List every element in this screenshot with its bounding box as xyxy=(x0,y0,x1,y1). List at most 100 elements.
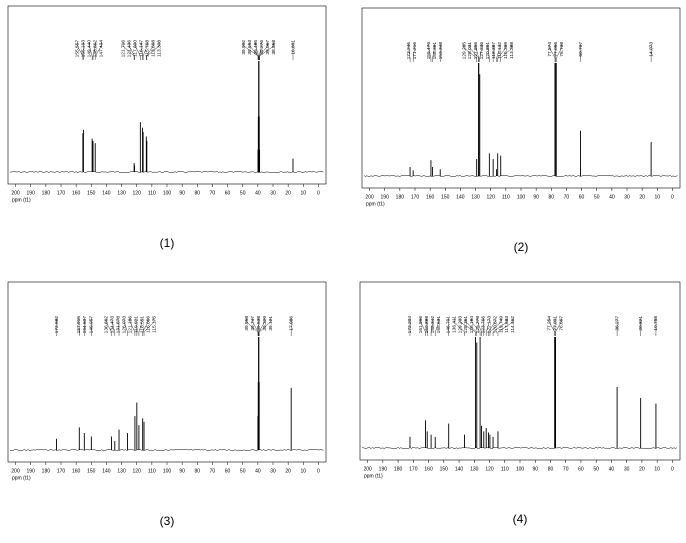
x-tick-label: 60 xyxy=(578,466,584,472)
peak-label: 116.132 xyxy=(497,42,503,59)
peak-connector xyxy=(471,318,481,336)
x-tick-label: 200 xyxy=(11,190,20,196)
peak-connector xyxy=(496,44,501,62)
peak-connector xyxy=(135,318,138,336)
x-tick-label: 170 xyxy=(57,468,66,474)
x-tick-label: 90 xyxy=(533,194,539,200)
x-tick-label: 180 xyxy=(42,468,51,474)
peak-connector xyxy=(497,318,514,336)
x-tick-label: 170 xyxy=(411,194,420,200)
peak-label: 114.462 xyxy=(510,316,516,333)
peak-label: 117.600 xyxy=(132,40,138,57)
x-tick-label: 10 xyxy=(654,466,660,472)
peak-connector xyxy=(140,42,143,60)
x-tick-label: 200 xyxy=(363,466,372,472)
baseline xyxy=(9,448,324,452)
peak-label: 76.667 xyxy=(558,316,564,331)
peak-connector xyxy=(479,44,483,62)
x-tick-label: 40 xyxy=(609,466,615,472)
peak-connector xyxy=(459,318,476,336)
peak-connector xyxy=(142,42,148,60)
peak-connector xyxy=(500,44,513,62)
peak-label: 14.073 xyxy=(648,42,654,57)
peak-connector xyxy=(117,318,120,336)
peak-label: 171.216 xyxy=(412,42,418,60)
caption: (2) xyxy=(514,240,529,254)
peak-label: 127.236 xyxy=(479,42,485,60)
peak-label: 39.747 xyxy=(250,316,256,331)
x-tick-label: 150 xyxy=(87,468,96,474)
peak-label: 113.388 xyxy=(509,42,515,59)
peak-connector xyxy=(549,44,556,62)
peak-label: 39.067 xyxy=(265,40,271,55)
x-tick-label: 0 xyxy=(317,190,320,196)
peak-label: 119.749 xyxy=(498,316,504,333)
x-tick-label: 100 xyxy=(163,190,172,196)
peak-connector xyxy=(435,318,439,336)
peak-label: 148.862 xyxy=(93,40,99,58)
x-tick-label: 100 xyxy=(517,194,526,200)
peak-label: 136.662 xyxy=(103,316,109,334)
peak-label: 155.193 xyxy=(81,40,87,58)
peak-connector xyxy=(432,44,435,62)
peak-label: 161.996 xyxy=(418,316,424,334)
peak-label: 39.121 xyxy=(268,316,274,331)
peak-label: 39.329 xyxy=(262,316,268,331)
peak-label: 127.856 xyxy=(473,42,479,60)
baseline xyxy=(9,170,324,174)
baseline xyxy=(363,174,678,178)
peak-label: 77.574 xyxy=(547,42,553,57)
peak-connector xyxy=(95,42,102,60)
peak-label: 116.066 xyxy=(145,316,151,333)
x-tick-label: 70 xyxy=(564,194,570,200)
x-tick-label: 160 xyxy=(72,468,81,474)
x-tick-label: 200 xyxy=(365,194,374,200)
peak-connector xyxy=(420,318,426,336)
peak-connector xyxy=(243,42,259,60)
x-tick-label: 200 xyxy=(11,468,20,474)
plot-frame xyxy=(361,7,681,189)
peak-connector xyxy=(129,318,136,336)
peak-connector xyxy=(477,318,482,336)
x-tick-label: 40 xyxy=(609,194,615,200)
x-tick-label: 60 xyxy=(225,190,231,196)
peak-label: 39.902 xyxy=(241,40,247,55)
peak-label: 172.204 xyxy=(407,316,413,334)
x-tick-label: 60 xyxy=(579,194,585,200)
x-axis-label: ppm (t1) xyxy=(364,473,383,479)
peak-label: 126.184 xyxy=(469,316,475,334)
peak-connector xyxy=(548,318,555,336)
x-tick-label: 180 xyxy=(396,194,405,200)
x-tick-label: 170 xyxy=(57,190,66,196)
peak-connector xyxy=(246,318,259,336)
x-tick-label: 80 xyxy=(195,468,201,474)
x-tick-label: 10 xyxy=(655,194,661,200)
peak-label: 77.254 xyxy=(546,316,552,331)
peak-label: 20.821 xyxy=(638,316,644,331)
peak-label: 128.361 xyxy=(463,316,469,334)
x-tick-label: 90 xyxy=(532,466,538,472)
peak-connector xyxy=(412,44,415,62)
peak-connector xyxy=(497,44,507,62)
x-tick-label: 30 xyxy=(624,466,630,472)
peak-connector xyxy=(492,318,508,336)
peak-connector xyxy=(259,42,268,60)
x-tick-label: 70 xyxy=(210,190,216,196)
x-tick-label: 110 xyxy=(148,190,156,196)
peak-connector xyxy=(488,318,496,336)
peak-connector xyxy=(465,318,477,336)
peak-label: 77.056 xyxy=(553,42,559,57)
peak-label: 17.986 xyxy=(288,316,294,331)
peak-connector xyxy=(146,42,154,60)
x-tick-label: 70 xyxy=(563,466,569,472)
x-tick-label: 140 xyxy=(102,468,111,474)
x-tick-label: 140 xyxy=(102,190,111,196)
peak-connector xyxy=(258,318,265,336)
plot-frame xyxy=(359,281,681,461)
peak-connector xyxy=(143,318,155,336)
peak-label: 155.557 xyxy=(75,40,81,58)
x-tick-label: 70 xyxy=(210,468,216,474)
peak-connector xyxy=(142,318,149,336)
x-tick-label: 50 xyxy=(593,466,599,472)
peak-connector xyxy=(259,42,274,60)
